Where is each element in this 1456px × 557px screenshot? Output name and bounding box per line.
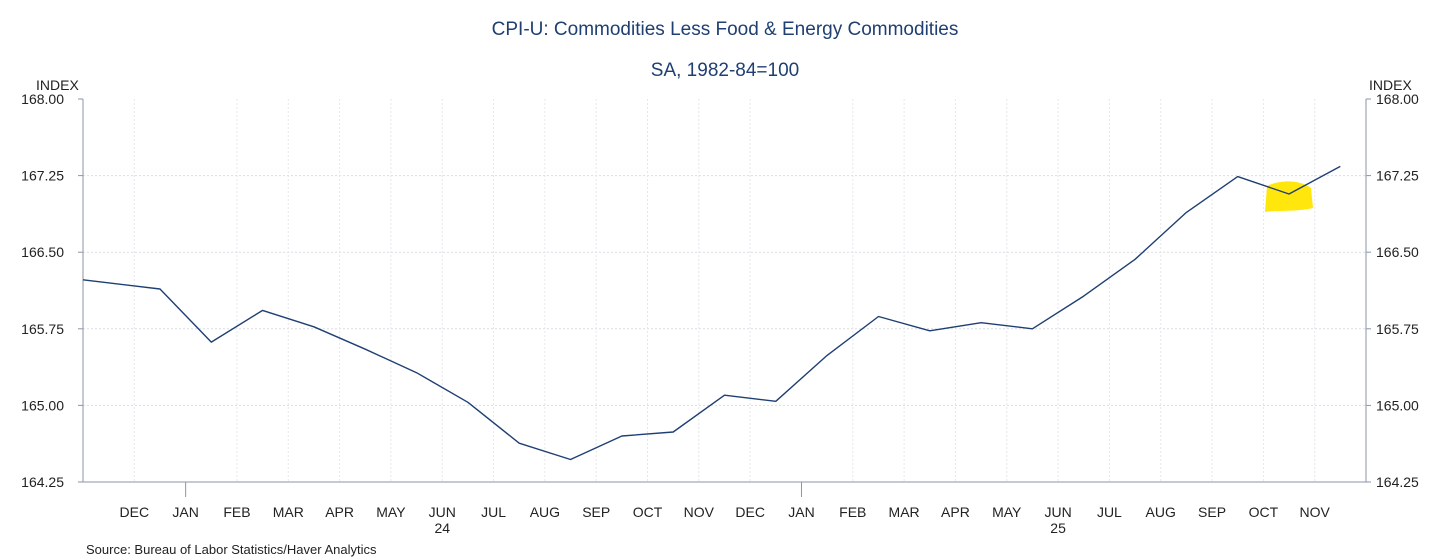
y-tick-label-left: 167.25 [21,168,64,184]
source-note: Source: Bureau of Labor Statistics/Haver… [86,542,377,557]
x-tick-label: AUG [1146,504,1176,520]
x-tick-label: OCT [633,504,663,520]
highlight-marker [1265,181,1314,212]
y-tick-label-left: 165.00 [21,397,64,413]
x-tick-label: JAN [172,504,198,520]
x-tick-label: JUN [1044,504,1071,520]
y-tick-label-left: 164.25 [21,474,64,490]
x-tick-label: JUN [429,504,456,520]
series-line [82,165,1341,461]
x-tick-label: FEB [839,504,866,520]
axes [78,98,1371,497]
y-axis-title-left: INDEX [36,77,79,93]
x-tick-label: FEB [223,504,250,520]
x-tick-label: DEC [120,504,150,520]
x-tick-label: MAY [376,504,406,520]
gridlines [83,99,1366,482]
y-tick-label-right: 165.75 [1376,321,1419,337]
y-axis-title-right: INDEX [1369,77,1412,93]
y-tick-label-right: 168.00 [1376,91,1419,107]
x-tick-label: APR [941,504,970,520]
x-tick-label: JUL [1097,504,1122,520]
highlight-layer [1265,181,1314,212]
x-tick-label: AUG [530,504,560,520]
y-tick-label-right: 166.50 [1376,244,1419,260]
x-tick-label: SEP [1198,504,1226,520]
y-tick-label-right: 165.00 [1376,397,1419,413]
y-tick-label-right: 167.25 [1376,168,1419,184]
y-tick-label-left: 165.75 [21,321,64,337]
y-tick-label-left: 166.50 [21,244,64,260]
x-tick-label: MAR [273,504,304,520]
x-axis-labels: DEC JAN FEB MAR APR MAY JUN JUL AUG SEP OCT NOV DEC J… [120,504,1331,536]
y-tick-label-right: 164.25 [1376,474,1419,490]
tick-labels: 168.00 168.00 167.25 167.25 166.50 166.50 165.… [21,91,1419,490]
y-tick-label-left: 168.00 [21,91,64,107]
x-tick-label: MAY [992,504,1022,520]
x-year-label: 25 [1050,520,1066,536]
x-tick-label: JAN [788,504,814,520]
x-tick-label: APR [325,504,354,520]
x-year-label: 24 [434,520,450,536]
x-tick-label: NOV [684,504,715,520]
chart-title: CPI-U: Commodities Less Food & Energy Co… [492,19,959,40]
x-tick-label: NOV [1300,504,1331,520]
x-tick-label: MAR [889,504,920,520]
x-tick-label: DEC [735,504,765,520]
x-tick-label: JUL [481,504,506,520]
series-layer [82,165,1341,461]
chart-subtitle: SA, 1982-84=100 [651,60,799,81]
x-tick-label: SEP [582,504,610,520]
x-tick-label: OCT [1249,504,1279,520]
